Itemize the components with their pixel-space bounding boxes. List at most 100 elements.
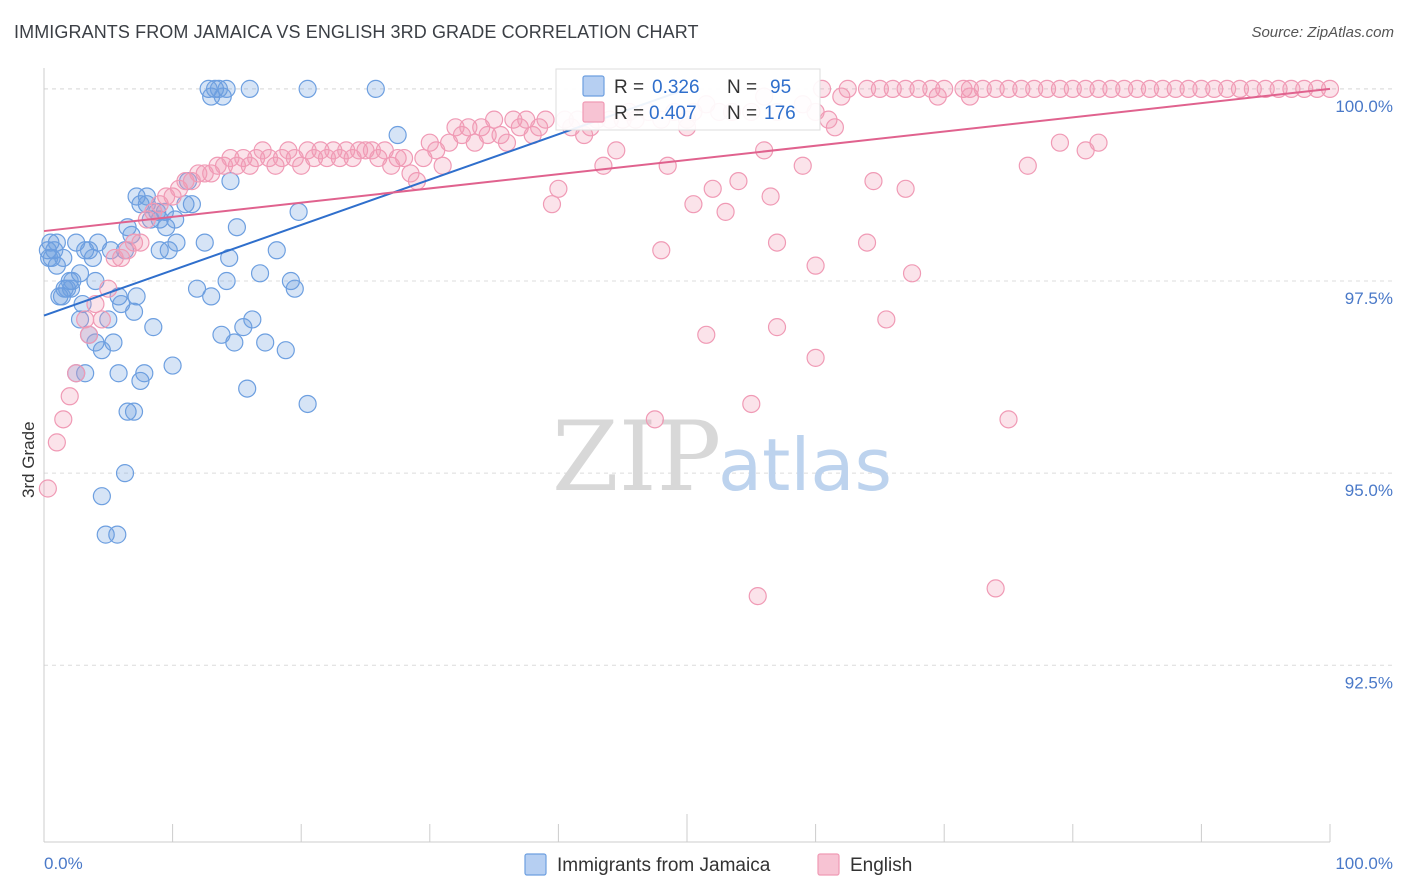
data-point-english: [47, 433, 66, 452]
data-point-english: [99, 279, 118, 298]
trend-line-english: [43, 87, 1331, 233]
legend-n-label-2: N =: [727, 103, 757, 124]
data-point-english: [767, 318, 787, 337]
data-point-english: [131, 233, 150, 252]
bottom-legend-swatch-jamaica: [524, 853, 547, 876]
series-immigrants-from-jamaica: [38, 79, 407, 544]
data-point-english: [1218, 79, 1237, 98]
data-point-english: [124, 233, 144, 252]
data-point-jamaica: [135, 364, 154, 383]
data-point-english: [652, 241, 671, 260]
data-point-english: [1050, 79, 1070, 98]
watermark-zip: ZIP: [552, 401, 721, 513]
data-point-english: [986, 79, 1005, 98]
data-point-english: [1063, 79, 1082, 98]
data-point-english: [767, 233, 787, 252]
data-point-english: [960, 87, 980, 106]
data-point-jamaica: [366, 79, 385, 98]
bottom-legend: Immigrants from Jamaica English: [524, 853, 912, 876]
data-point-english: [1089, 79, 1108, 98]
data-point-english: [497, 133, 517, 152]
data-point-jamaica: [127, 287, 146, 306]
data-point-english: [806, 256, 825, 275]
data-point-english: [1256, 79, 1275, 98]
data-point-english: [1050, 133, 1070, 152]
data-point-english: [697, 325, 716, 344]
data-point-english: [870, 79, 890, 98]
data-point-jamaica: [187, 279, 207, 298]
data-point-english: [825, 118, 844, 137]
data-point-english: [761, 187, 780, 206]
bottom-legend-swatch-english: [817, 853, 840, 876]
data-point-jamaica: [108, 525, 127, 544]
legend-n-label-1: N =: [727, 77, 757, 98]
data-point-english: [542, 195, 562, 214]
data-point-english: [909, 79, 928, 98]
data-point-jamaica: [267, 241, 286, 260]
axes: [43, 68, 1331, 843]
data-point-jamaica: [124, 402, 144, 421]
legend-r-value-1: 0.326: [652, 77, 700, 98]
legend-r-label-1: R =: [614, 77, 644, 98]
data-point-jamaica: [243, 310, 262, 329]
data-point-english: [896, 179, 915, 198]
data-point-jamaica: [163, 356, 182, 375]
data-point-jamaica: [118, 402, 137, 421]
x-tick-label: 100.0%: [1335, 854, 1393, 873]
data-point-english: [999, 79, 1018, 98]
y-axis-label: 3rd Grade: [19, 421, 38, 498]
data-point-english: [1076, 79, 1095, 98]
data-point-jamaica: [240, 79, 259, 98]
data-point-jamaica: [217, 271, 236, 291]
data-point-jamaica: [47, 233, 66, 252]
data-point-jamaica: [144, 318, 163, 337]
source-label: Source: ZipAtlas.com: [1251, 24, 1394, 41]
data-point-english: [1025, 79, 1044, 98]
y-tick-label: 92.5%: [1345, 673, 1393, 692]
data-point-english: [549, 179, 568, 198]
data-point-english: [742, 394, 761, 414]
data-point-english: [1205, 79, 1224, 98]
data-point-jamaica: [92, 487, 111, 506]
data-point-english: [92, 310, 111, 329]
data-point-jamaica: [159, 241, 178, 260]
data-point-english: [928, 87, 947, 106]
data-point-english: [388, 148, 407, 168]
data-point-jamaica: [70, 310, 90, 329]
data-point-english: [703, 179, 722, 198]
data-point-english: [857, 79, 877, 98]
data-point-english: [594, 156, 613, 175]
data-point-jamaica: [202, 287, 221, 306]
data-point-english: [1166, 79, 1185, 98]
data-point-jamaica: [54, 248, 73, 268]
y-tick-label: 97.5%: [1345, 289, 1393, 308]
data-point-english: [1192, 79, 1211, 98]
data-point-english: [793, 156, 812, 175]
data-point-jamaica: [83, 248, 102, 268]
data-point-english: [902, 264, 922, 283]
data-point-english: [864, 172, 883, 191]
data-point-english: [1037, 79, 1057, 98]
legend-r-label-2: R =: [614, 103, 644, 124]
data-point-jamaica: [285, 279, 304, 298]
data-point-english: [883, 79, 902, 98]
data-point-jamaica: [227, 218, 246, 237]
data-point-jamaica: [388, 125, 407, 145]
data-point-english: [1282, 79, 1301, 98]
data-point-english: [60, 387, 79, 406]
data-point-jamaica: [70, 264, 90, 283]
data-point-jamaica: [276, 341, 295, 360]
data-point-english: [1140, 79, 1160, 98]
watermark-atlas: atlas: [718, 423, 892, 507]
data-point-jamaica: [109, 364, 128, 383]
data-point-english: [1089, 133, 1108, 152]
data-point-english: [189, 164, 208, 183]
data-point-english: [684, 195, 703, 214]
y-tick-label: 100.0%: [1335, 97, 1393, 116]
data-point-english: [645, 410, 664, 429]
tick-labels: 92.5% 95.0% 97.5% 100.0% 0.0% 100.0%: [44, 97, 1393, 873]
data-point-english: [1018, 156, 1037, 175]
data-point-jamaica: [166, 210, 185, 229]
data-point-english: [838, 79, 857, 98]
